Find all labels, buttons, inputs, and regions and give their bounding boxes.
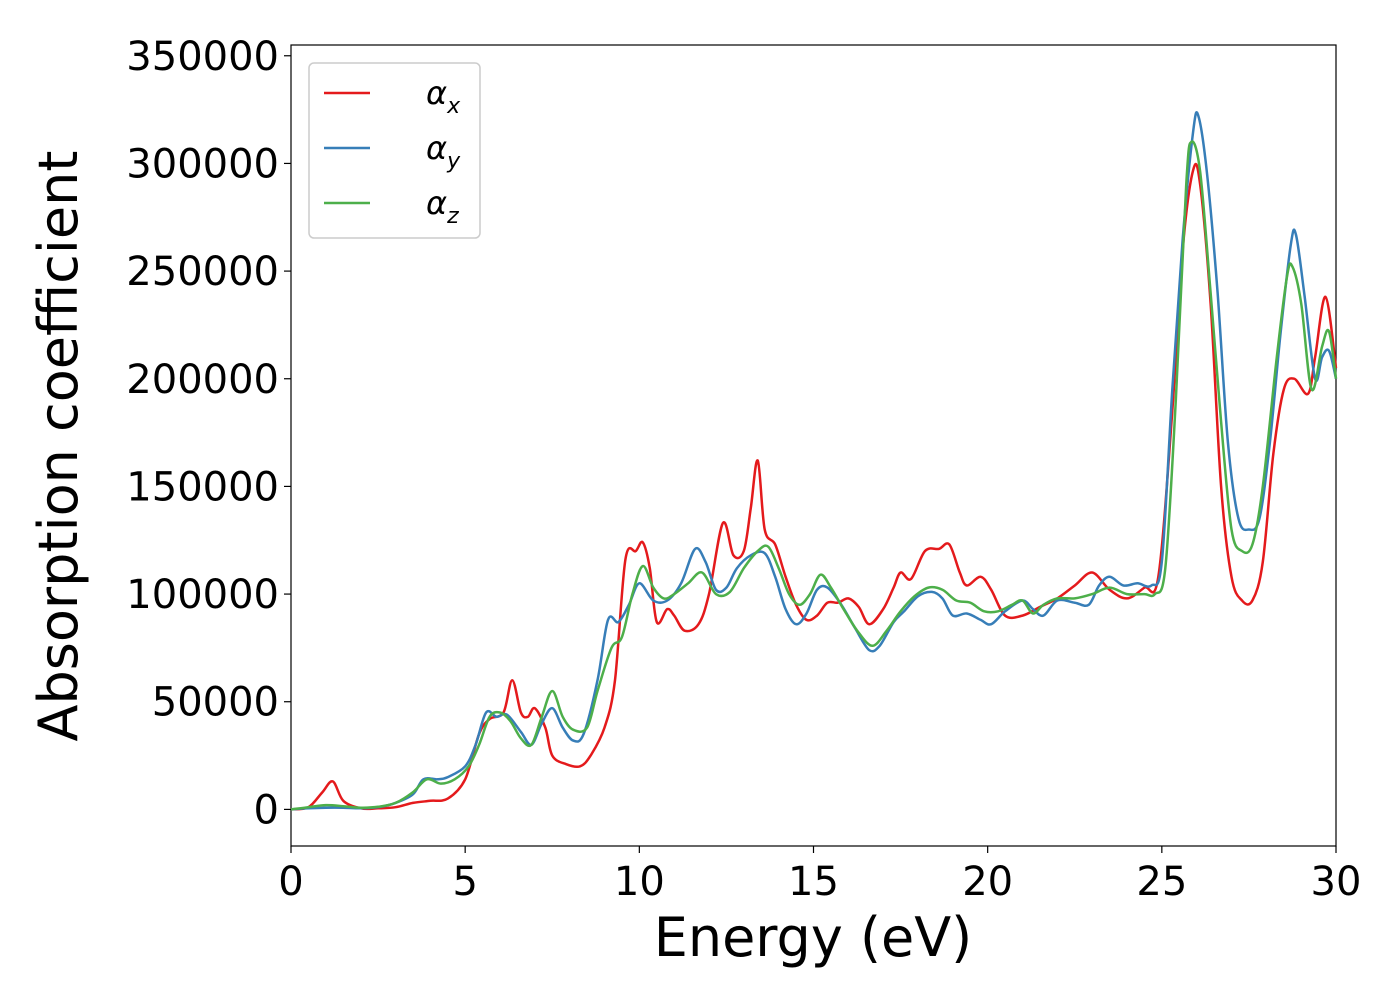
y-tick-label: 250000 (126, 249, 279, 295)
y-tick-label: 350000 (126, 34, 279, 80)
x-tick-label: 5 (452, 859, 477, 905)
x-axis-label: Energy (eV) (654, 906, 973, 969)
y-axis-label: Absorption coefficient (27, 151, 90, 742)
y-tick-label: 0 (254, 787, 279, 833)
x-tick-label: 20 (962, 859, 1013, 905)
series-line-x (290, 162, 1338, 811)
legend-box (308, 62, 481, 239)
y-tick-label: 50000 (152, 680, 279, 726)
y-tick-label: 150000 (126, 464, 279, 510)
x-tick-label: 10 (614, 859, 665, 905)
legend-label-y: αy (426, 129, 461, 174)
series-line-z (290, 140, 1338, 811)
y-tick-label: 200000 (126, 357, 279, 403)
x-axis-ticks: 0 5 10 15 20 25 30 (278, 846, 1361, 905)
y-tick-label: 100000 (126, 572, 279, 618)
x-tick-label: 30 (1311, 859, 1362, 905)
x-tick-label: 25 (1136, 859, 1187, 905)
legend-label-z: αz (426, 184, 459, 229)
series-layer (290, 111, 1338, 811)
series-line-y (290, 111, 1338, 811)
legend-label-x: αx (426, 74, 461, 119)
x-tick-label: 15 (788, 859, 839, 905)
y-axis-ticks: 0 50000 100000 150000 200000 250000 300000 3500… (126, 34, 291, 833)
legend: αx αy αz (308, 62, 481, 239)
x-tick-label: 0 (278, 859, 303, 905)
y-tick-label: 300000 (126, 141, 279, 187)
